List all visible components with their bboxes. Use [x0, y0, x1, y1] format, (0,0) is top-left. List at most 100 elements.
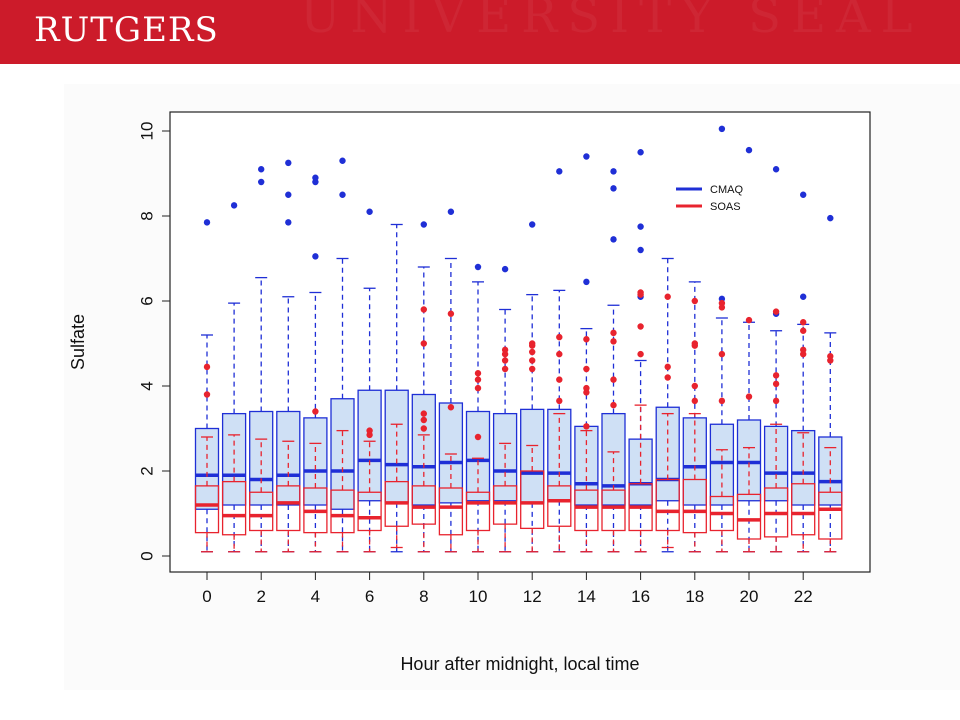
soas-outlier-point — [501, 357, 509, 364]
x-axis-label: Hour after midnight, local time — [400, 654, 639, 674]
soas-outlier-point — [772, 308, 780, 315]
soas-outlier-point — [529, 340, 536, 347]
soas-box — [330, 489, 355, 534]
cmaq-outlier-point — [827, 214, 834, 222]
cmaq-outlier-point — [745, 146, 753, 154]
cmaq-outlier-point — [474, 263, 482, 271]
cmaq-outlier-point — [610, 236, 617, 243]
soas-box — [791, 483, 816, 536]
cmaq-outlier-point — [285, 191, 292, 198]
chart-panel: 0 2 4 6 8 10 0 2 4 6 8 10 12 14 16 18 20 22 Hour after mid… — [64, 84, 960, 690]
soas-outlier-point — [691, 340, 698, 347]
soas-outlier-point — [583, 336, 590, 343]
y-tick-label: 0 — [137, 551, 156, 560]
y-tick-label: 8 — [137, 211, 156, 220]
x-tick-label: 20 — [740, 587, 759, 606]
soas-outlier-point — [583, 365, 590, 373]
cmaq-outlier-point — [529, 221, 536, 228]
cmaq-box — [303, 417, 328, 506]
cmaq-outlier-point — [637, 246, 644, 254]
rutgers-logo: RUTGERS — [34, 10, 219, 50]
soas-outlier-point — [610, 376, 617, 383]
y-tick-label: 4 — [137, 381, 156, 390]
soas-outlier-point — [420, 425, 427, 432]
cmaq-box — [763, 425, 789, 502]
soas-outlier-point — [556, 350, 563, 358]
cmaq-outlier-point — [610, 185, 617, 192]
x-tick-label: 2 — [256, 587, 265, 606]
soas-outlier-point — [474, 376, 482, 383]
soas-outlier-point — [691, 297, 698, 305]
soas-outlier-point — [772, 380, 780, 388]
soas-outlier-point — [772, 372, 780, 379]
x-tick-label: 4 — [311, 587, 320, 606]
soas-box — [276, 485, 301, 532]
soas-box — [249, 491, 274, 532]
soas-outlier-point — [610, 338, 617, 345]
cmaq-outlier-point — [230, 202, 238, 209]
soas-box — [818, 491, 843, 540]
soas-outlier-point — [691, 382, 698, 390]
soas-outlier-point — [501, 365, 509, 373]
soas-outlier-point — [610, 329, 617, 337]
soas-outlier-point — [556, 333, 563, 341]
cmaq-box — [574, 425, 599, 506]
soas-box — [736, 493, 762, 540]
soas-outlier-point — [203, 391, 211, 398]
cmaq-outlier-point — [339, 157, 346, 164]
boxplot-chart: 0 2 4 6 8 10 0 2 4 6 8 10 12 14 16 18 20 22 Hour after mid… — [68, 111, 871, 674]
legend-label-cmaq: CMAQ — [710, 184, 743, 196]
cmaq-box — [438, 402, 464, 504]
soas-box — [574, 489, 599, 532]
cmaq-box — [736, 419, 762, 502]
cmaq-outlier-point — [339, 191, 346, 198]
soas-outlier-point — [556, 397, 563, 405]
soas-box — [682, 478, 707, 534]
soas-outlier-point — [420, 340, 427, 347]
soas-outlier-point — [420, 306, 427, 313]
y-tick-label: 2 — [137, 466, 156, 475]
soas-outlier-point — [718, 299, 726, 307]
soas-outlier-point — [800, 346, 807, 354]
soas-outlier-point — [637, 323, 644, 330]
cmaq-box — [520, 408, 545, 504]
cmaq-outlier-point — [501, 265, 509, 273]
soas-box — [438, 487, 464, 536]
cmaq-outlier-point — [203, 219, 211, 226]
soas-box — [411, 485, 436, 525]
soas-outlier-point — [529, 365, 536, 373]
soas-outlier-point — [556, 376, 563, 383]
cmaq-box — [465, 410, 491, 502]
cmaq-outlier-point — [637, 223, 644, 230]
soas-outlier-point — [664, 293, 671, 300]
cmaq-box — [384, 389, 409, 504]
soas-outlier-point — [312, 408, 319, 415]
soas-outlier-point — [474, 384, 482, 392]
legend-label-soas: SOAS — [710, 201, 741, 213]
soas-outlier-point — [718, 397, 726, 405]
x-tick-label: 18 — [685, 587, 704, 606]
soas-outlier-point — [420, 410, 427, 417]
soas-box — [520, 470, 545, 530]
soas-outlier-point — [664, 363, 671, 371]
cmaq-outlier-point — [772, 166, 780, 173]
soas-outlier-point — [800, 327, 807, 334]
soas-outlier-point — [718, 350, 726, 358]
soas-outlier-point — [637, 350, 644, 358]
soas-outlier-point — [447, 310, 455, 317]
y-axis-label: Sulfate — [68, 314, 88, 370]
cmaq-outlier-point — [258, 166, 265, 173]
cmaq-outlier-point — [800, 293, 807, 300]
soas-box — [492, 485, 518, 525]
cmaq-outlier-point — [285, 219, 292, 226]
cmaq-outlier-point — [285, 159, 292, 167]
cmaq-outlier-point — [312, 253, 319, 260]
soas-outlier-point — [745, 393, 753, 400]
x-tick-label: 10 — [469, 587, 488, 606]
soas-outlier-point — [772, 397, 780, 405]
x-tick-label: 6 — [365, 587, 374, 606]
soas-outlier-point — [583, 423, 590, 430]
header-banner: UNIVERSITY SEAL RUTGERS — [0, 0, 960, 64]
x-tick-label: 0 — [202, 587, 211, 606]
soas-outlier-point — [447, 404, 455, 411]
